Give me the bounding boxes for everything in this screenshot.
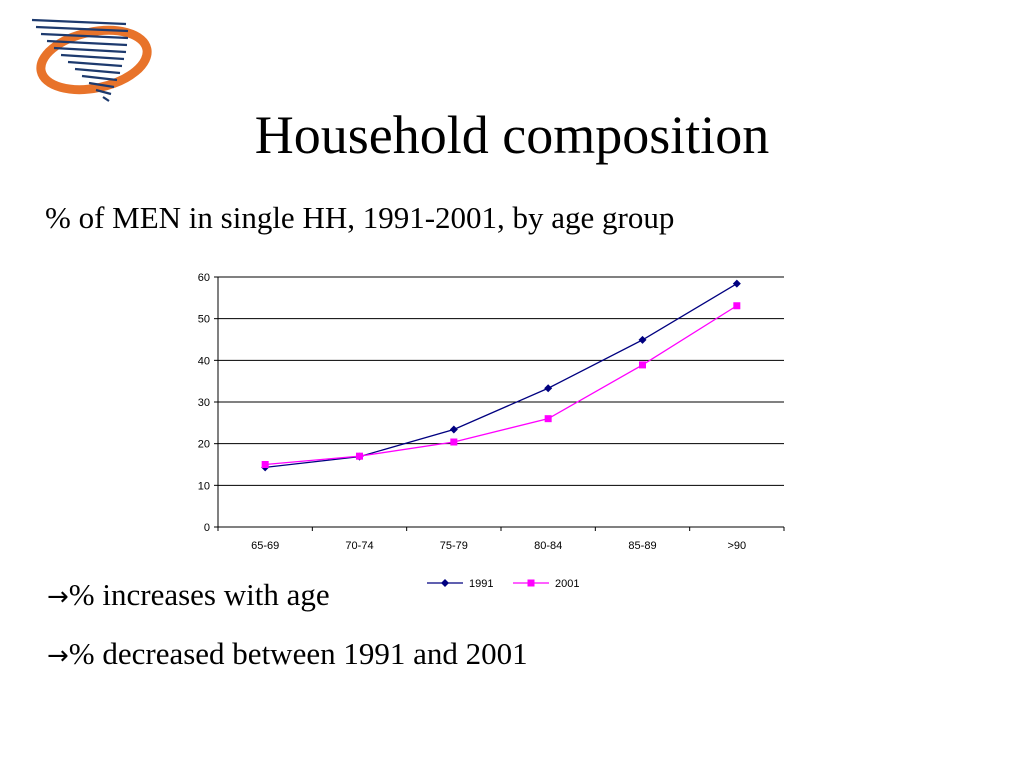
gridlines bbox=[218, 276, 784, 528]
data-point-2001 bbox=[733, 302, 741, 310]
bullet-text: % increases with age bbox=[68, 577, 330, 612]
company-logo bbox=[31, 18, 152, 102]
y-tick-label: 50 bbox=[198, 314, 210, 326]
series bbox=[261, 279, 741, 472]
data-point-1991 bbox=[732, 279, 741, 288]
x-tick-label: 80-84 bbox=[534, 540, 562, 552]
arrow-right-icon: → bbox=[47, 641, 69, 671]
data-point-2001 bbox=[450, 438, 458, 446]
data-point-2001 bbox=[356, 452, 363, 460]
legend-label-1991: 1991 bbox=[469, 578, 493, 590]
y-tick-label: 40 bbox=[198, 355, 210, 367]
x-tick-label: >90 bbox=[727, 540, 746, 552]
data-point-1991 bbox=[449, 425, 458, 434]
series-line-2001 bbox=[265, 305, 738, 466]
data-point-1991 bbox=[544, 384, 553, 393]
series-line-1991 bbox=[265, 283, 738, 469]
axes: 0 10 20 30 40 50 60 65-69 70-74 75-79 80-84 85-89 >9… bbox=[198, 272, 785, 552]
bullet-increases: →% increases with age bbox=[47, 573, 330, 619]
legend-label-2001: 2001 bbox=[555, 578, 579, 590]
x-tick-label: 65-69 bbox=[251, 540, 279, 552]
x-tick-label: 85-89 bbox=[628, 540, 656, 552]
chart-subtitle: % of MEN in single HH, 1991-2001, by age… bbox=[45, 200, 675, 235]
data-point-1991 bbox=[638, 335, 647, 344]
legend-marker-1991 bbox=[441, 579, 449, 587]
bullet-text: % decreased between 1991 and 2001 bbox=[68, 636, 528, 671]
data-point-2001 bbox=[639, 361, 646, 369]
arrow-right-icon: → bbox=[47, 582, 69, 612]
y-tick-label: 20 bbox=[198, 439, 210, 451]
legend: 1991 2001 bbox=[427, 578, 579, 590]
y-tick-label: 0 bbox=[204, 522, 210, 534]
x-tick-label: 70-74 bbox=[345, 540, 373, 552]
legend-marker-2001 bbox=[527, 579, 535, 587]
slide-title: Household composition bbox=[254, 105, 770, 165]
bullet-decreased: →% decreased between 1991 and 2001 bbox=[47, 632, 528, 678]
data-point-2001 bbox=[261, 461, 269, 468]
y-tick-label: 60 bbox=[198, 272, 210, 284]
data-point-2001 bbox=[544, 415, 552, 423]
x-tick-label: 75-79 bbox=[440, 540, 468, 552]
y-tick-label: 10 bbox=[198, 480, 210, 492]
y-tick-label: 30 bbox=[198, 397, 210, 409]
